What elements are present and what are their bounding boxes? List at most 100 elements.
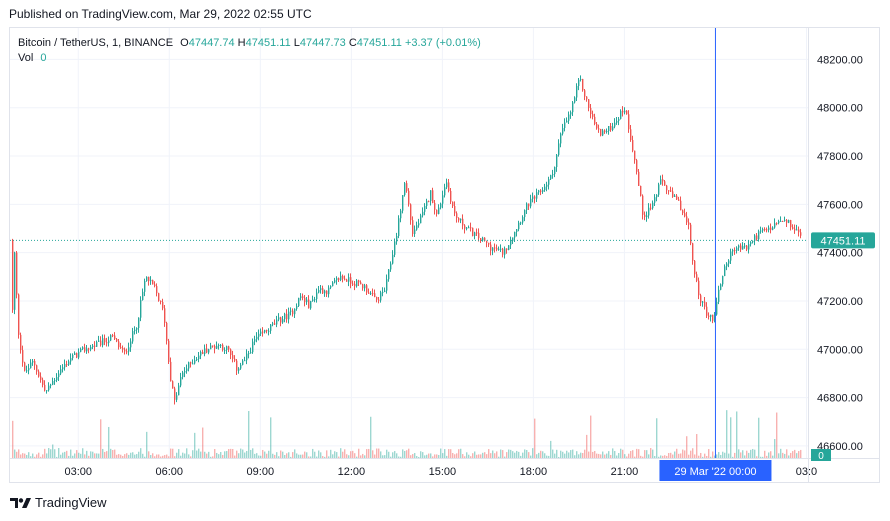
candle — [56, 373, 58, 383]
volume-bar — [542, 451, 544, 458]
volume-bar — [196, 450, 198, 458]
candle-body — [164, 308, 166, 323]
volume-bar — [792, 451, 794, 458]
candle — [274, 319, 276, 326]
candle-body — [560, 133, 562, 144]
volume-bar — [636, 448, 638, 458]
volume-bar — [308, 456, 310, 458]
volume-bar — [148, 451, 150, 458]
candle-body — [94, 345, 96, 347]
volume-bar — [364, 455, 366, 458]
candle — [590, 103, 592, 119]
volume-bar — [774, 439, 776, 458]
volume-bar — [32, 453, 34, 458]
candle-body — [704, 301, 706, 307]
candle — [182, 370, 184, 380]
volume-bar — [710, 456, 712, 458]
candle — [720, 283, 722, 291]
candle — [124, 347, 126, 355]
candle — [606, 128, 608, 134]
volume-bar — [690, 450, 692, 458]
volume-bar — [674, 451, 676, 458]
candle — [684, 208, 686, 218]
candle-body — [468, 227, 470, 229]
candle-body — [236, 360, 238, 371]
candle-body — [96, 341, 98, 347]
volume-bar — [44, 448, 46, 458]
candle — [694, 260, 696, 278]
volume-bar — [610, 454, 612, 458]
candle-body — [210, 345, 212, 350]
volume-bar — [592, 451, 594, 458]
volume-bar — [446, 455, 448, 458]
volume-bar — [590, 415, 592, 458]
candle-body — [716, 301, 718, 315]
candle — [44, 380, 46, 392]
volume-bar — [704, 453, 706, 458]
volume-badge-label: 0 — [818, 451, 824, 462]
volume-bar — [268, 450, 270, 458]
volume-bar — [764, 450, 766, 458]
volume-bar — [24, 453, 26, 458]
volume-bar — [742, 450, 744, 458]
volume-bar — [770, 451, 772, 458]
volume-bar — [608, 451, 610, 458]
volume-bar — [442, 453, 444, 458]
volume-bar — [720, 454, 722, 458]
candle — [42, 377, 44, 388]
candle-body — [12, 240, 14, 310]
volume-bar — [128, 454, 130, 458]
candle-body — [32, 360, 34, 363]
candle-body — [608, 126, 610, 132]
candle — [478, 228, 480, 242]
candle — [70, 353, 72, 365]
candle-body — [392, 254, 394, 264]
candle — [392, 250, 394, 265]
candle-body — [172, 381, 174, 389]
volume-bar — [370, 416, 372, 458]
volume-bar — [322, 456, 324, 458]
volume-bar — [172, 448, 174, 458]
candle-body — [144, 281, 146, 292]
legend-vol-label[interactable]: Vol — [18, 52, 34, 64]
volume-bar — [376, 448, 378, 458]
candle — [738, 244, 740, 251]
volume-bar — [124, 454, 126, 458]
volume-bar — [164, 455, 166, 458]
candle-body — [664, 181, 666, 186]
volume-bar — [30, 456, 32, 458]
candle-body — [272, 323, 274, 325]
candle — [264, 329, 266, 334]
volume-bar — [238, 453, 240, 458]
candle-body — [270, 324, 272, 331]
volume-bar — [716, 454, 718, 458]
candle-body — [106, 342, 108, 344]
candle-body — [228, 346, 230, 350]
candle — [316, 288, 318, 303]
candle-body — [22, 350, 24, 363]
volume-bar — [210, 456, 212, 458]
volume-bar — [768, 452, 770, 458]
candle-body — [768, 227, 770, 230]
chart-frame[interactable] — [9, 27, 880, 483]
candle-body — [554, 167, 556, 175]
footer-brand[interactable]: TradingView — [10, 495, 107, 510]
candle — [174, 386, 176, 405]
candle — [458, 217, 460, 223]
candle — [544, 183, 546, 192]
volume-bar — [780, 448, 782, 458]
candle-body — [262, 331, 264, 333]
candle — [386, 274, 388, 294]
candle — [374, 289, 376, 298]
candle-body — [116, 339, 118, 342]
volume-bar — [616, 455, 618, 458]
candle — [614, 118, 616, 129]
candle — [800, 228, 802, 239]
volume-bar — [788, 455, 790, 458]
candle-body — [318, 290, 320, 293]
legend-symbol[interactable]: Bitcoin / TetherUS, 1, BINANCE — [18, 37, 174, 49]
candle-body — [364, 285, 366, 289]
candle-body — [512, 237, 514, 241]
volume-bar — [718, 452, 720, 458]
